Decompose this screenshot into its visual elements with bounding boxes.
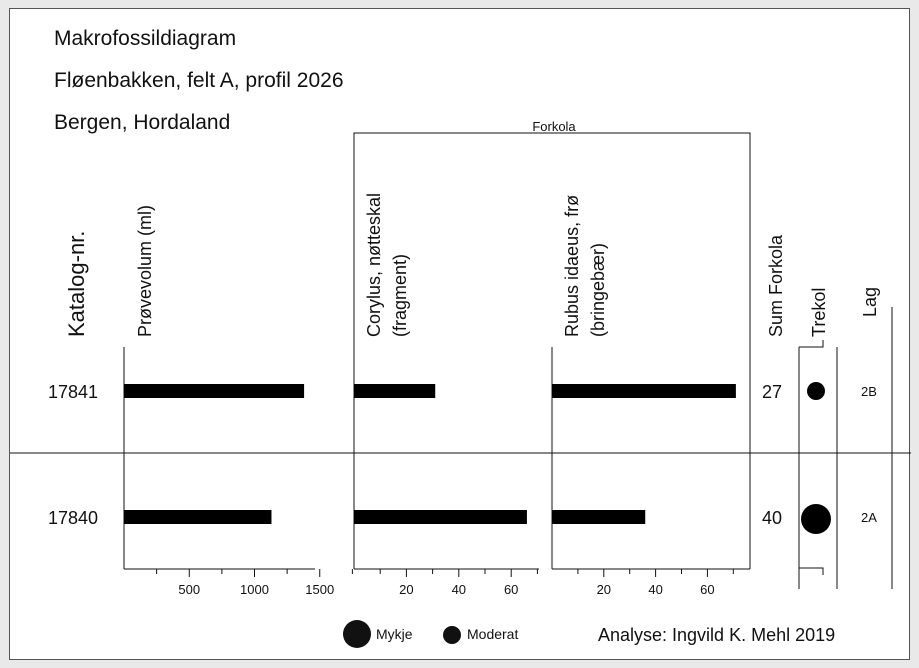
rubus-bar-17840 (552, 510, 646, 524)
corylus-tick-label: 60 (504, 582, 518, 597)
macrofossil-diagram: Makrofossildiagram Fløenbakken, felt A, … (10, 27, 911, 648)
forkola-group-label: Forkola (532, 119, 576, 134)
sum-forkola-value: 40 (762, 508, 782, 528)
trekol-top-bracket (799, 340, 824, 348)
volume-tick-label: 500 (178, 582, 200, 597)
forkola-group-bracket (353, 132, 751, 569)
legend-many-label: Mykje (376, 626, 413, 642)
rubus-tick-label: 60 (700, 582, 714, 597)
corylus-column-header: Corylus, nøtteskal (364, 193, 384, 337)
volume-tick-label: 1500 (305, 582, 334, 597)
rubus-tick-label: 20 (597, 582, 611, 597)
legend-moderate-label: Moderat (467, 626, 518, 642)
rubus-column-subheader: (bringebær) (588, 243, 608, 337)
corylus-bar-17840 (354, 510, 527, 524)
site-name: Fløenbakken, felt A, profil 2026 (54, 69, 344, 92)
corylus-tick-label: 20 (399, 582, 413, 597)
catalog-number: 17841 (48, 382, 98, 402)
rubus-bar-17841 (552, 384, 736, 398)
legend-moderate-symbol (443, 626, 461, 644)
lag-value: 2A (861, 510, 877, 525)
volume-tick-label: 1000 (240, 582, 269, 597)
lag-value: 2B (861, 384, 877, 399)
volume-bar-17840 (124, 510, 272, 524)
diagram-frame: Makrofossildiagram Fløenbakken, felt A, … (9, 8, 911, 660)
sum-column-header: Sum Forkola (766, 234, 786, 337)
catalog-number: 17840 (48, 508, 98, 528)
trekol-moderate-symbol (807, 382, 825, 400)
catalog-column-header: Katalog-nr. (64, 231, 89, 337)
corylus-bar-17841 (354, 384, 436, 398)
legend-many-symbol (343, 620, 371, 648)
trekol-many-symbol (801, 504, 831, 534)
location: Bergen, Hordaland (54, 111, 230, 134)
trekol-bottom-bracket (799, 567, 824, 575)
corylus-tick-label: 40 (452, 582, 466, 597)
corylus-column-subheader: (fragment) (390, 254, 410, 337)
analysis-credit: Analyse: Ingvild K. Mehl 2019 (598, 625, 835, 645)
lag-column-header: Lag (860, 287, 880, 317)
volume-column-header: Prøvevolum (ml) (135, 205, 155, 337)
diagram-title: Makrofossildiagram (54, 27, 236, 50)
rubus-column-header: Rubus idaeus, frø (562, 195, 582, 337)
rubus-tick-label: 40 (648, 582, 662, 597)
trekol-column-header: Trekol (809, 288, 829, 337)
volume-bar-17841 (124, 384, 305, 398)
sum-forkola-value: 27 (762, 382, 782, 402)
